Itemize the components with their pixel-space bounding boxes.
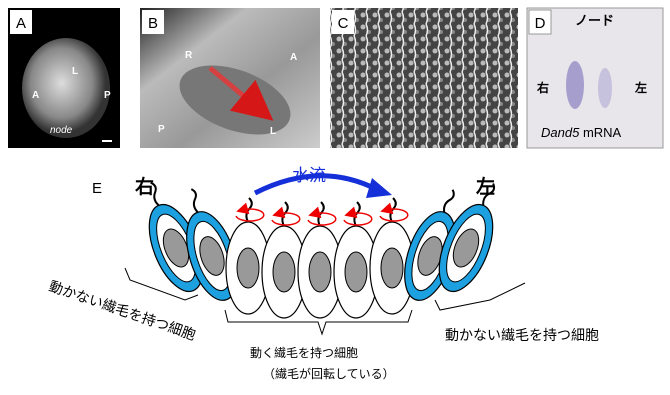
scale-bar: [102, 140, 112, 142]
cilium: [150, 181, 160, 207]
panel-c: C: [330, 8, 518, 148]
side: 右: [134, 175, 154, 198]
bracket: [224, 309, 413, 336]
panel-b: B R A P L: [140, 8, 320, 148]
panel-label: D: [535, 15, 546, 32]
image: [330, 8, 518, 148]
orientation: R: [185, 50, 193, 61]
label-box: [10, 10, 32, 34]
flow-arrow: [208, 66, 274, 121]
orientation: A: [32, 90, 39, 101]
label-box: [332, 10, 354, 34]
cilium: [482, 183, 496, 206]
caption: 動かない繊毛を持つ細胞: [445, 328, 599, 344]
cilium: [389, 197, 397, 223]
cilium: [190, 188, 199, 213]
suffix: mRNA: [583, 125, 622, 140]
label-box: [142, 10, 164, 34]
side: 左: [476, 175, 495, 198]
side: 左: [634, 80, 647, 95]
cilium: [281, 201, 289, 227]
stain: [598, 68, 612, 108]
nucleus: [452, 228, 480, 268]
rotation: [343, 206, 373, 226]
nucleus: [308, 251, 332, 293]
embryo: [22, 38, 110, 138]
side: 右: [536, 80, 549, 95]
orientation: L: [270, 126, 276, 137]
stain: [566, 61, 584, 109]
panel-a: A L A P node: [8, 8, 120, 148]
cilium: [245, 197, 253, 223]
rotation: [307, 206, 337, 226]
orientation: L: [72, 66, 78, 77]
cilium: [317, 201, 325, 227]
panel-e: E 右 左 水流 動かない繊毛を持つ細胞 動かない繊毛を持つ細胞 動く繊毛を持つ…: [47, 166, 599, 381]
panel-label: E: [92, 180, 102, 197]
gene: Dand5: [541, 125, 580, 140]
panel-label: A: [16, 15, 26, 32]
rotation: [271, 206, 301, 226]
cells: [148, 181, 496, 319]
rotation: [235, 202, 265, 222]
title: ノード: [575, 14, 614, 29]
nucleus: [162, 228, 190, 268]
cilium: [353, 201, 361, 227]
label-box: [528, 9, 552, 35]
nucleus: [199, 236, 225, 276]
caption: 動かない繊毛を持つ細胞: [47, 279, 198, 344]
nucleus: [344, 251, 368, 293]
orientation: P: [158, 124, 165, 135]
bracket: [434, 282, 526, 311]
nucleus: [380, 247, 404, 289]
panel-label: C: [338, 15, 349, 32]
arrowhead: [366, 178, 392, 198]
panel-d: D ノード 右 左 Dand5 mRNA: [526, 7, 664, 149]
rotation: [379, 202, 409, 222]
orientation: P: [104, 90, 111, 101]
nucleus: [272, 251, 296, 293]
caption: 動く繊毛を持つ細胞: [250, 345, 358, 360]
cilium: [443, 189, 455, 213]
panel-label: B: [148, 15, 158, 32]
orientation: A: [290, 52, 297, 63]
flow-label: 水流: [292, 166, 326, 186]
caption: node: [50, 125, 73, 136]
nucleus: [236, 247, 260, 289]
gene-label: Dand5 mRNA: [541, 125, 622, 140]
flow-arrow: [253, 173, 380, 196]
caption: （繊毛が回転している）: [263, 366, 395, 381]
bracket: [124, 267, 199, 301]
